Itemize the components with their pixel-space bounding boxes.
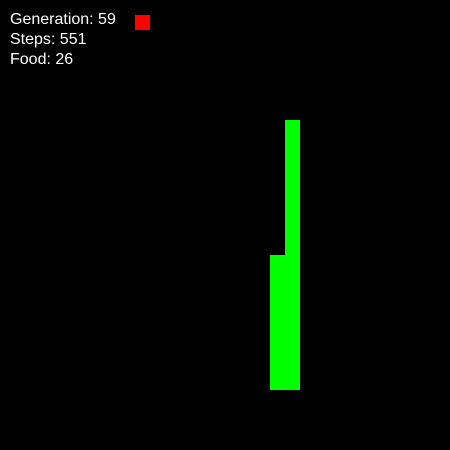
food-pellet xyxy=(135,15,150,30)
food-count-label: Food: 26 xyxy=(10,51,74,68)
generation-label: Generation: 59 xyxy=(10,11,116,28)
snake-body-segment xyxy=(285,120,300,390)
steps-label: Steps: 551 xyxy=(10,31,87,48)
snake-body-segment xyxy=(270,255,285,390)
